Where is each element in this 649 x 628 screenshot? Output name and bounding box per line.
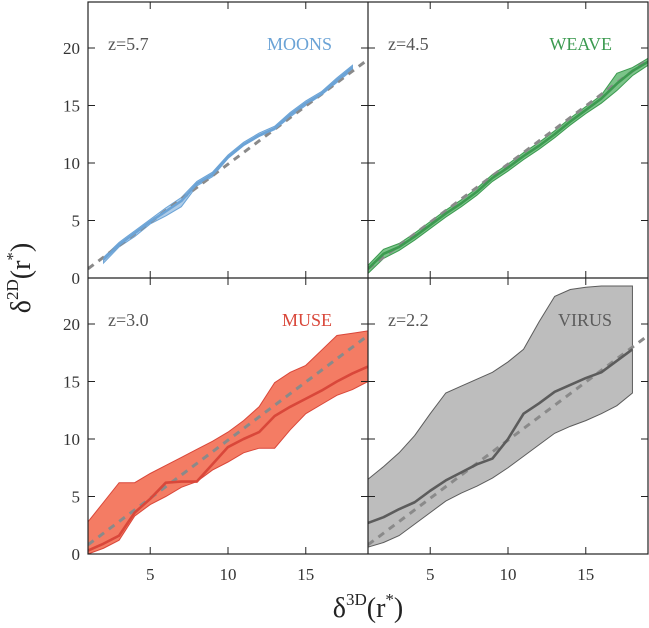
panel-muse: 5 10 15 0 5 10 15 20 z=3.0 MUSE bbox=[63, 278, 368, 584]
y-tick-label: 20 bbox=[63, 39, 80, 58]
virus-survey-label: VIRUS bbox=[558, 310, 612, 330]
y-tick-label: 20 bbox=[63, 315, 80, 334]
x-tick-label: 5 bbox=[146, 565, 155, 584]
x-axis-title: δ3D(r*) bbox=[333, 590, 403, 624]
muse-reference-line bbox=[88, 334, 368, 547]
virus-median-line bbox=[368, 348, 634, 525]
y-tick-label: 10 bbox=[63, 430, 80, 449]
panel-moons: 0 5 10 15 20 z=5.7 MOONS bbox=[63, 2, 368, 288]
y-tick-label: 10 bbox=[63, 154, 80, 173]
x-tick-label: 15 bbox=[297, 565, 314, 584]
y-axis-title: δ2D(r*) bbox=[3, 243, 37, 313]
panels-group: 0 5 10 15 20 z=5.7 MOONS z=4.5 WEAVE 5 10 15 0 5 10 15 2… bbox=[63, 2, 648, 584]
muse-plot-area bbox=[88, 330, 368, 554]
weave-survey-label: WEAVE bbox=[549, 34, 612, 54]
x-tick-label: 15 bbox=[577, 565, 594, 584]
muse-survey-label: MUSE bbox=[282, 310, 332, 330]
moons-redshift-label: z=5.7 bbox=[108, 34, 149, 54]
x-tick-label: 10 bbox=[500, 565, 517, 584]
moons-median-line bbox=[102, 66, 354, 261]
y-tick-label: 0 bbox=[72, 269, 81, 288]
y-tick-label: 15 bbox=[63, 373, 80, 392]
moons-plot-area bbox=[88, 58, 368, 271]
y-tick-label: 0 bbox=[72, 545, 81, 564]
weave-reference-line bbox=[368, 58, 648, 271]
virus-redshift-label: z=2.2 bbox=[388, 310, 429, 330]
weave-median-line bbox=[368, 60, 648, 270]
panel-weave: z=4.5 WEAVE bbox=[368, 2, 648, 279]
y-tick-label: 15 bbox=[63, 97, 80, 116]
panel-virus: 5 10 15 z=2.2 VIRUS bbox=[368, 278, 648, 584]
moons-survey-label: MOONS bbox=[267, 34, 332, 54]
x-tick-label: 10 bbox=[220, 565, 237, 584]
virus-uncertainty-band bbox=[368, 285, 633, 548]
x-tick-label: 5 bbox=[426, 565, 435, 584]
muse-redshift-label: z=3.0 bbox=[108, 310, 149, 330]
weave-redshift-label: z=4.5 bbox=[388, 34, 429, 54]
y-tick-label: 5 bbox=[72, 488, 81, 507]
virus-plot-area bbox=[368, 285, 648, 548]
weave-plot-area bbox=[368, 57, 648, 275]
y-tick-label: 5 bbox=[72, 212, 81, 231]
panel-borders bbox=[87, 1, 649, 555]
muse-median-line bbox=[88, 365, 368, 552]
